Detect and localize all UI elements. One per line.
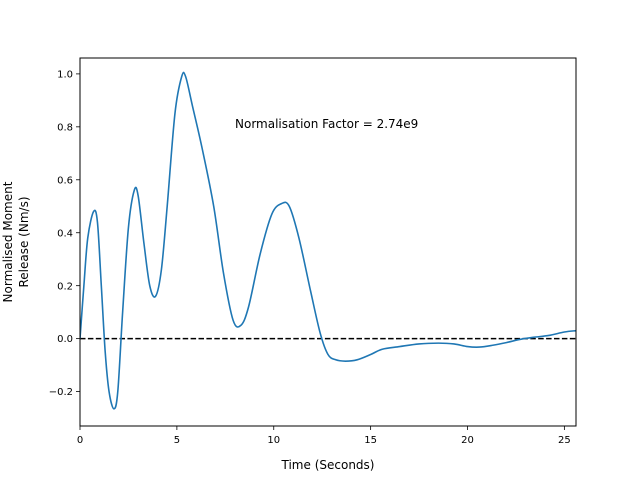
x-tick-label: 15	[364, 435, 377, 446]
x-tick-label: 5	[174, 435, 180, 446]
y-tick-label: 0.8	[57, 122, 73, 133]
y-tick-label: 0.2	[57, 281, 73, 292]
x-tick-label: 10	[267, 435, 280, 446]
plot-area	[80, 71, 576, 410]
series-line-0	[80, 71, 576, 410]
y-axis-label-line-1: Normalised Moment	[1, 181, 15, 302]
normalisation-annotation: Normalisation Factor = 2.74e9	[235, 117, 418, 131]
x-tick-label: 0	[77, 435, 83, 446]
y-tick-label: 1.0	[57, 69, 73, 80]
x-tick-label: 25	[558, 435, 571, 446]
x-tick-label: 20	[461, 435, 474, 446]
y-tick-label: −0.2	[49, 387, 73, 398]
plot-frame	[79, 57, 577, 427]
x-axis-label: Time (Seconds)	[281, 458, 375, 472]
ticks: 0 5 10 15 20 25 −0.2 0.0 0.2 0.4 0.6 0.8 1.0	[49, 69, 571, 446]
y-tick-label: 0.6	[57, 175, 73, 186]
y-axis-label: Normalised Moment Release (Nm/s)	[1, 181, 31, 302]
y-tick-label: 0.4	[57, 228, 73, 239]
y-tick-label: 0.0	[57, 334, 73, 345]
y-axis-label-line-2: Release (Nm/s)	[17, 196, 31, 287]
axes	[79, 57, 577, 427]
